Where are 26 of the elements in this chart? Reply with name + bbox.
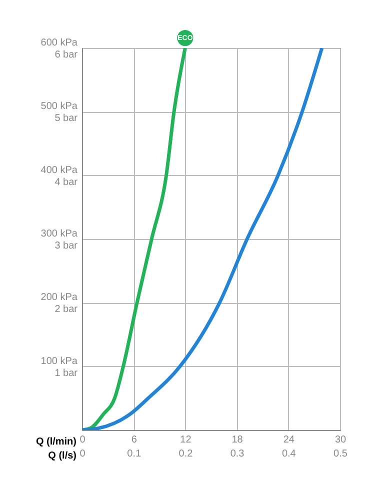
y-tick-label: 300 kPa [40,228,78,240]
y-tick-label: 200 kPa [40,292,78,304]
x-tick-label: 0 [80,434,86,446]
x-tick-label: 30 [334,434,346,446]
x2-tick-label: 0.2 [178,448,194,460]
y-tick-label: 400 kPa [40,164,78,176]
x-tick-label: 12 [180,434,192,446]
y2-tick-label: 3 bar [54,240,78,252]
x2-tick-label: 0.4 [282,448,296,460]
y-tick-label: 100 kPa [40,356,78,367]
y-tick-label: 500 kPa [40,101,78,112]
y2-tick-label: 1 bar [54,368,78,379]
x2-axis-title: Q (l/s) [48,450,76,462]
x2-tick-label: 0.3 [230,448,245,460]
x2-tick-label: 0.5 [334,448,348,460]
y2-tick-label: 6 bar [54,50,78,60]
x-axis-title: Q (l/min) [36,436,76,448]
y2-tick-label: 5 bar [54,113,78,124]
y2-tick-label: 2 bar [54,304,78,316]
y2-tick-label: 4 bar [54,176,78,188]
x2-tick-label: 0.1 [127,448,142,460]
x-tick-label: 24 [283,434,295,446]
x2-tick-label: 0 [80,448,86,460]
x-tick-label: 6 [131,434,138,446]
x-tick-label: 18 [232,434,244,446]
y-tick-label: 600 kPa [40,38,78,48]
